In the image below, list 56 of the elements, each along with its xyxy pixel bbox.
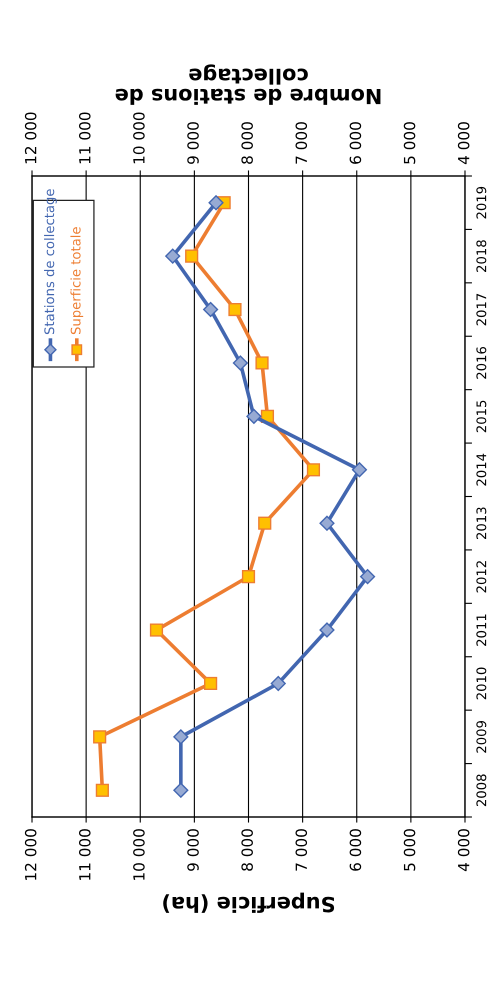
x-tick-label: 12 000 [24, 112, 36, 164]
point [173, 729, 188, 744]
y-tick-label: 2013 [476, 507, 486, 540]
point [242, 570, 256, 584]
point [204, 676, 218, 690]
point [228, 302, 242, 316]
point [173, 782, 188, 798]
point [255, 356, 269, 370]
point [270, 676, 286, 692]
point [258, 516, 272, 530]
text: Superficie totale [70, 227, 84, 334]
y-tick-label: 2012 [476, 561, 486, 592]
x2-tick-label: 4 000 [458, 829, 470, 872]
point [246, 408, 262, 424]
x-tick-label: 4 000 [458, 122, 470, 164]
point [360, 569, 376, 584]
point [150, 623, 164, 637]
point [319, 516, 335, 531]
point [96, 784, 109, 797]
x-tick-label: 11 000 [79, 112, 91, 164]
point [319, 622, 335, 638]
point [352, 462, 368, 478]
y-tick-label: 2019 [476, 186, 486, 219]
x-tick-label: 7 000 [296, 122, 308, 164]
x-axis-title: Superficie (ha) [163, 892, 334, 913]
point [185, 250, 198, 263]
point [203, 302, 218, 318]
point [232, 355, 248, 371]
x2-tick-label: 7 000 [296, 829, 308, 871]
y-tick-label: 2016 [476, 347, 486, 379]
y-tick-label: 2009 [476, 721, 486, 753]
x2-tick-label: 9 000 [187, 829, 199, 871]
x-tick-label: 8 000 [241, 122, 253, 164]
point [208, 195, 224, 210]
x2-tick-label: 5 000 [404, 829, 416, 871]
y-tick-label: 2017 [476, 294, 486, 326]
x2-tick-label: 8 000 [241, 829, 253, 871]
x2-tick-label: 10 000 [133, 829, 145, 880]
y-tick-label: 2010 [476, 668, 486, 700]
point [165, 248, 180, 264]
y-tick-label: 2014 [476, 454, 486, 486]
text: Stations de collectage [44, 189, 57, 334]
x2-tick-label: 11 000 [79, 829, 91, 880]
x-tick-label: 10 000 [133, 112, 145, 164]
point [93, 730, 106, 744]
x-tick-label: 6 000 [350, 122, 362, 164]
y-tick-label: 2008 [476, 774, 486, 806]
x-tick-label: 5 000 [404, 122, 416, 164]
y-tick-label: 2011 [476, 614, 486, 646]
y-tick-label: 2015 [476, 400, 486, 432]
x-tick-label: 9 000 [187, 122, 199, 164]
x2-tick-label: 12 000 [24, 829, 36, 880]
x2-axis-title: Nombre de stations de collectage [116, 64, 380, 105]
y-tick-label: 2018 [476, 240, 486, 272]
point [306, 463, 320, 476]
x2-tick-label: 6 000 [350, 829, 362, 871]
